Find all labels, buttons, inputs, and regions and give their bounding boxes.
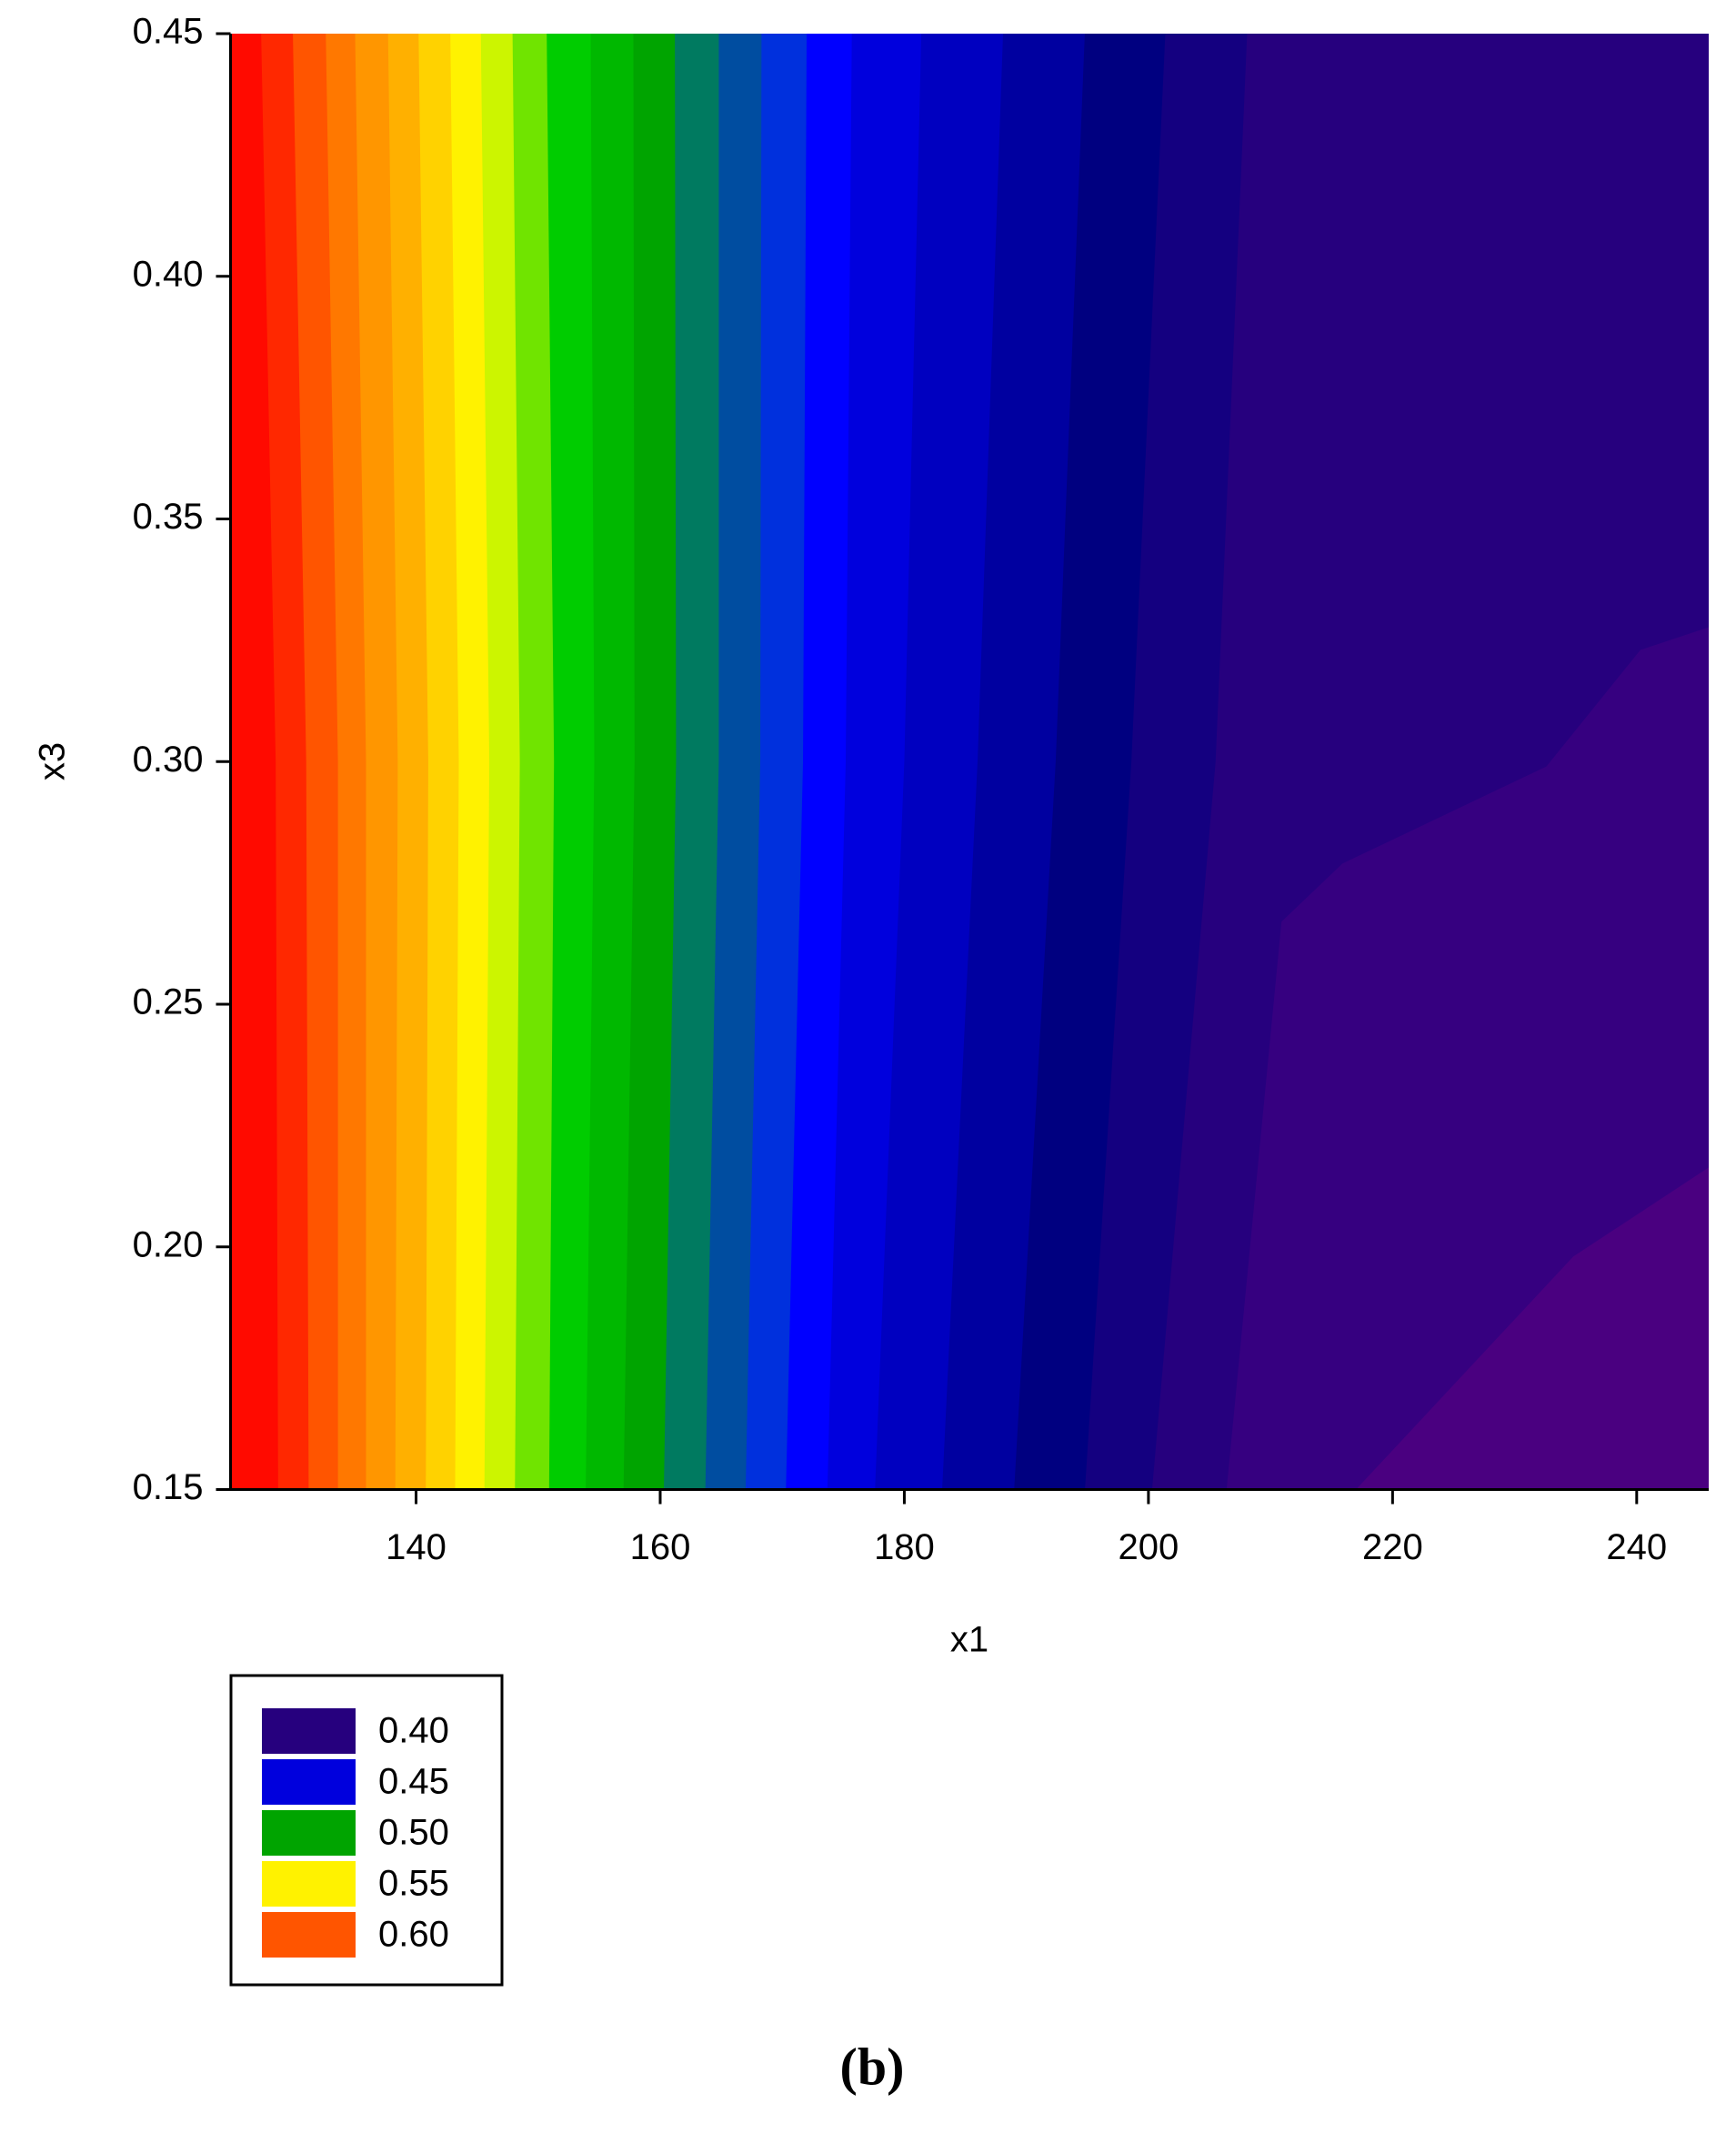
x-tick-label: 200 xyxy=(1119,1527,1179,1567)
x-tick-label: 160 xyxy=(630,1527,691,1567)
legend-label: 0.60 xyxy=(378,1915,449,1955)
legend-swatch xyxy=(262,1708,356,1754)
y-tick-label: 0.30 xyxy=(133,740,204,780)
y-tick-label: 0.35 xyxy=(133,497,204,537)
x-tick-label: 180 xyxy=(874,1527,935,1567)
x-tick-label: 220 xyxy=(1362,1527,1423,1567)
legend-swatch xyxy=(262,1912,356,1958)
plot-area xyxy=(230,34,1709,1490)
legend-swatch xyxy=(262,1861,356,1907)
legend-label: 0.40 xyxy=(378,1711,449,1751)
y-tick-label: 0.45 xyxy=(133,12,204,52)
y-axis-label: x3 xyxy=(33,742,73,780)
legend-swatch xyxy=(262,1759,356,1805)
y-tick-label: 0.15 xyxy=(133,1467,204,1507)
x-tick-label: 140 xyxy=(386,1527,447,1567)
caption: (b) xyxy=(840,2037,905,2096)
x-axis-label: x1 xyxy=(950,1620,988,1660)
legend-label: 0.50 xyxy=(378,1813,449,1853)
legend-label: 0.45 xyxy=(378,1762,449,1802)
y-tick-label: 0.40 xyxy=(133,254,204,294)
y-tick-label: 0.25 xyxy=(133,982,204,1022)
y-tick-label: 0.20 xyxy=(133,1224,204,1264)
contour-band xyxy=(1356,1167,1709,1490)
legend-swatch xyxy=(262,1810,356,1856)
legend-label: 0.55 xyxy=(378,1864,449,1904)
x-tick-label: 240 xyxy=(1606,1527,1667,1567)
